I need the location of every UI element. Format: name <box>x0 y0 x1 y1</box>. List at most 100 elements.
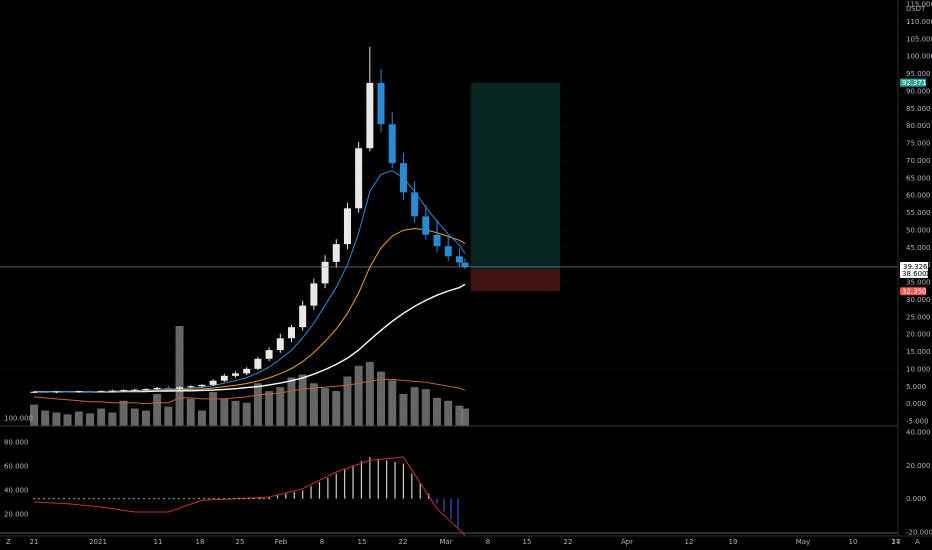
zero-dot <box>53 497 55 500</box>
candle-body <box>388 124 396 164</box>
zero-dot <box>248 497 250 500</box>
candle-body <box>243 368 251 374</box>
zero-dot <box>43 497 45 500</box>
time-axis[interactable]: 21 2021 11 18 25 Feb 8 15 22 Mar 8 15 22 Apr 12 19 May 10… <box>30 538 901 546</box>
candle-body <box>86 391 94 393</box>
candle <box>310 278 318 310</box>
volume-bar <box>197 410 206 426</box>
candle <box>153 386 161 391</box>
price-tick-label: 30.000 <box>906 296 931 304</box>
price-tick-label: 85.000 <box>906 105 931 113</box>
volume-bar <box>74 411 83 426</box>
candle-body <box>310 283 318 306</box>
time-tick-label: Feb <box>275 538 288 546</box>
zero-dot <box>38 497 40 500</box>
candle-body <box>332 244 340 262</box>
zero-dot <box>188 497 190 500</box>
volume-bar <box>164 406 173 426</box>
volume-bar <box>455 405 464 426</box>
candle <box>455 248 463 268</box>
target-price-tag <box>900 78 926 87</box>
profit-zone[interactable] <box>470 82 561 270</box>
zero-dot <box>178 497 180 500</box>
volume-bar <box>276 387 285 426</box>
candle-body <box>343 208 351 245</box>
oscillator-left-axis: 100.000 80.000 60.000 40.000 20.000 <box>4 415 33 519</box>
zero-dot <box>243 497 245 500</box>
candle <box>30 391 38 394</box>
candle-body <box>411 192 419 217</box>
price-tick-label: 60.000 <box>906 192 931 200</box>
candle-body <box>209 380 217 385</box>
volume-bar <box>153 393 162 426</box>
volume-bar <box>253 383 262 426</box>
candle-body <box>455 256 463 263</box>
candle <box>75 390 83 393</box>
candle <box>377 68 385 133</box>
volume-bar <box>30 404 38 426</box>
zero-dot <box>83 497 85 500</box>
zero-dot <box>193 497 195 500</box>
zero-dot <box>78 497 80 500</box>
zero-dot <box>158 497 160 500</box>
price-tick-label: 15.000 <box>906 348 931 356</box>
zero-dot <box>48 497 50 500</box>
oscillator-line <box>33 456 466 536</box>
time-tick-label: 15 <box>523 538 532 546</box>
zero-dot <box>258 497 260 500</box>
currency-label: USDT <box>906 5 926 13</box>
candle <box>97 390 105 393</box>
osc-right-tick: -20.000 <box>906 529 932 537</box>
time-tick-label: 17 <box>892 538 901 546</box>
candle-body <box>187 386 195 388</box>
candle <box>355 141 363 213</box>
volume-bar <box>231 400 240 426</box>
auto-scale-corner-label[interactable]: A <box>915 538 920 546</box>
timezone-corner-label[interactable]: Z <box>6 538 11 546</box>
candle <box>131 388 139 392</box>
volume-bar <box>298 374 307 426</box>
volume-bars <box>30 326 469 426</box>
candle <box>254 357 262 371</box>
candle <box>108 389 116 392</box>
price-tick-label: 70.000 <box>906 157 931 165</box>
zero-dot <box>198 497 200 500</box>
time-tick-label: 11 <box>154 538 163 546</box>
candle <box>299 300 307 331</box>
volume-bar <box>309 383 318 426</box>
price-tick-label: 115.000 <box>906 1 932 9</box>
candle <box>86 390 94 393</box>
price-tags: 92.371 39.326 01:36:16 38.600 32.350 <box>900 78 932 296</box>
zero-dot <box>123 497 125 500</box>
volume-bar <box>85 413 94 426</box>
volume-bar <box>41 410 50 426</box>
zero-dot <box>253 497 255 500</box>
time-tick-label: 19 <box>729 538 738 546</box>
volume-bar <box>175 326 184 426</box>
time-tick-label: 8 <box>486 538 490 546</box>
osc-left-tick: 60.000 <box>4 463 29 471</box>
candle <box>411 181 419 223</box>
candle <box>164 385 172 390</box>
loss-zone[interactable] <box>470 269 561 292</box>
time-tick-label: 15 <box>358 538 367 546</box>
volume-bar <box>108 412 117 426</box>
candle-body <box>399 163 407 193</box>
candle <box>52 391 60 394</box>
time-tick-label: 24 <box>892 538 901 546</box>
candle <box>332 239 340 268</box>
volume-bar <box>130 408 139 426</box>
volume-bar <box>461 408 469 426</box>
candle <box>120 389 128 392</box>
zero-dot <box>228 497 230 500</box>
time-tick-label: 10 <box>849 538 858 546</box>
candle <box>220 373 228 383</box>
volume-bar <box>97 408 106 426</box>
candle-body <box>142 389 150 391</box>
time-tick-label: 25 <box>236 538 245 546</box>
oscillator-right-axis: 40.000 20.000 0.000 -20.000 <box>906 429 932 537</box>
candle <box>41 390 49 393</box>
zero-dot <box>88 497 90 500</box>
candle-body <box>30 391 38 393</box>
